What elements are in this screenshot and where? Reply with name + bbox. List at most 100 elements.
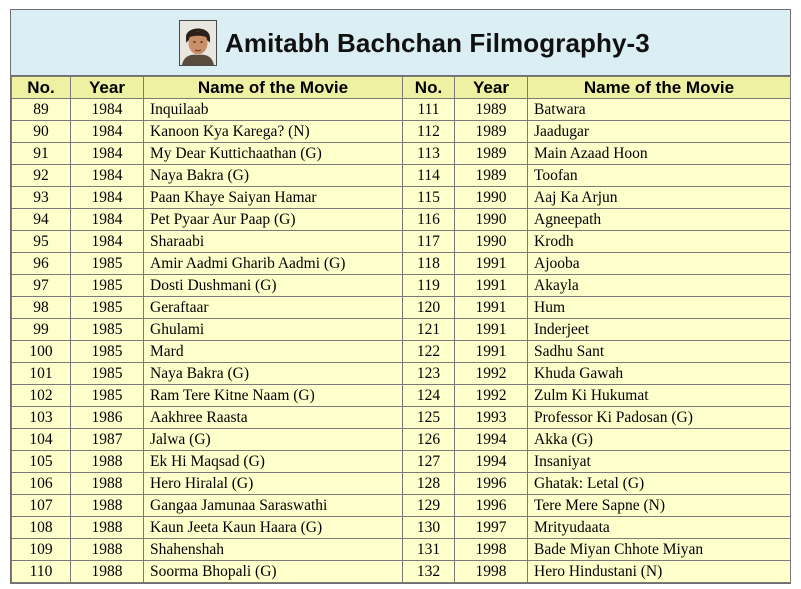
left-movie-name: Ram Tere Kitne Naam (G)	[143, 384, 403, 407]
left-year: 1984	[70, 98, 144, 121]
table-row: 92 1984 Naya Bakra (G) 114 1989 Toofan	[11, 164, 791, 187]
right-movie-name: Hero Hindustani (N)	[527, 560, 791, 583]
left-year: 1985	[70, 296, 144, 319]
right-number: 116	[402, 208, 455, 231]
right-movie-name: Zulm Ki Hukumat	[527, 384, 791, 407]
right-number: 122	[402, 340, 455, 363]
right-year: 1994	[454, 450, 528, 473]
right-year: 1991	[454, 296, 528, 319]
right-year-header: Year	[454, 76, 528, 99]
right-movie-name: Mrityudaata	[527, 516, 791, 539]
left-number-header: No.	[11, 76, 71, 99]
left-movie-name: Mard	[143, 340, 403, 363]
left-movie-name: Jalwa (G)	[143, 428, 403, 451]
left-year: 1984	[70, 142, 144, 165]
left-year-header: Year	[70, 76, 144, 99]
left-movie-name: Hero Hiralal (G)	[143, 472, 403, 495]
left-movie-name: Gangaa Jamunaa Saraswathi	[143, 494, 403, 517]
left-movie-name: Soorma Bhopali (G)	[143, 560, 403, 583]
right-movie-name: Toofan	[527, 164, 791, 187]
right-movie-name: Inderjeet	[527, 318, 791, 341]
left-number: 96	[11, 252, 71, 275]
right-year: 1991	[454, 318, 528, 341]
table-row: 107 1988 Gangaa Jamunaa Saraswathi 129 1…	[11, 494, 791, 517]
right-number: 121	[402, 318, 455, 341]
right-year: 1989	[454, 98, 528, 121]
right-year: 1989	[454, 120, 528, 143]
left-number: 92	[11, 164, 71, 187]
table-row: 101 1985 Naya Bakra (G) 123 1992 Khuda G…	[11, 362, 791, 385]
right-number: 119	[402, 274, 455, 297]
right-year: 1992	[454, 362, 528, 385]
right-number: 111	[402, 98, 455, 121]
table-row: 96 1985 Amir Aadmi Gharib Aadmi (G) 118 …	[11, 252, 791, 275]
right-movie-name: Tere Mere Sapne (N)	[527, 494, 791, 517]
left-number: 110	[11, 560, 71, 583]
table-row: 110 1988 Soorma Bhopali (G) 132 1998 Her…	[11, 560, 791, 583]
right-movie-name: Aaj Ka Arjun	[527, 186, 791, 209]
table-row: 90 1984 Kanoon Kya Karega? (N) 112 1989 …	[11, 120, 791, 143]
right-number: 114	[402, 164, 455, 187]
right-year: 1992	[454, 384, 528, 407]
left-year: 1985	[70, 362, 144, 385]
right-number: 113	[402, 142, 455, 165]
title-group: Amitabh Bachchan Filmography-3	[179, 19, 650, 67]
right-movie-name: Khuda Gawah	[527, 362, 791, 385]
right-year: 1989	[454, 142, 528, 165]
right-number: 123	[402, 362, 455, 385]
left-number: 89	[11, 98, 71, 121]
right-year: 1994	[454, 428, 528, 451]
left-number: 90	[11, 120, 71, 143]
table-row: 100 1985 Mard 122 1991 Sadhu Sant	[11, 340, 791, 363]
table-row: 99 1985 Ghulami 121 1991 Inderjeet	[11, 318, 791, 341]
table-row: 109 1988 Shahenshah 131 1998 Bade Miyan …	[11, 538, 791, 561]
left-number: 99	[11, 318, 71, 341]
left-year: 1988	[70, 472, 144, 495]
left-year: 1984	[70, 186, 144, 209]
left-year: 1985	[70, 384, 144, 407]
right-year: 1990	[454, 208, 528, 231]
right-number: 131	[402, 538, 455, 561]
left-year: 1988	[70, 538, 144, 561]
right-movie-header: Name of the Movie	[527, 76, 791, 99]
left-number: 105	[11, 450, 71, 473]
left-movie-name: Kanoon Kya Karega? (N)	[143, 120, 403, 143]
table-row: 103 1986 Aakhree Raasta 125 1993 Profess…	[11, 406, 791, 429]
right-year: 1990	[454, 186, 528, 209]
right-number: 129	[402, 494, 455, 517]
table-row: 102 1985 Ram Tere Kitne Naam (G) 124 199…	[11, 384, 791, 407]
right-number-header: No.	[402, 76, 455, 99]
left-movie-name: Kaun Jeeta Kaun Haara (G)	[143, 516, 403, 539]
right-year: 1998	[454, 560, 528, 583]
left-year: 1984	[70, 120, 144, 143]
table-row: 97 1985 Dosti Dushmani (G) 119 1991 Akay…	[11, 274, 791, 297]
left-number: 95	[11, 230, 71, 253]
right-number: 125	[402, 406, 455, 429]
right-year: 1991	[454, 340, 528, 363]
table-row: 94 1984 Pet Pyaar Aur Paap (G) 116 1990 …	[11, 208, 791, 231]
right-number: 132	[402, 560, 455, 583]
left-year: 1988	[70, 560, 144, 583]
left-year: 1988	[70, 450, 144, 473]
right-movie-name: Agneepath	[527, 208, 791, 231]
left-movie-name: Naya Bakra (G)	[143, 362, 403, 385]
right-year: 1990	[454, 230, 528, 253]
left-year: 1987	[70, 428, 144, 451]
left-number: 104	[11, 428, 71, 451]
left-movie-name: Shahenshah	[143, 538, 403, 561]
left-number: 106	[11, 472, 71, 495]
right-number: 126	[402, 428, 455, 451]
right-number: 124	[402, 384, 455, 407]
left-movie-name: Sharaabi	[143, 230, 403, 253]
right-number: 120	[402, 296, 455, 319]
left-movie-name: Geraftaar	[143, 296, 403, 319]
table-header-row: No. Year Name of the Movie No. Year Name…	[11, 76, 791, 99]
right-year: 1993	[454, 406, 528, 429]
right-movie-name: Bade Miyan Chhote Miyan	[527, 538, 791, 561]
left-number: 97	[11, 274, 71, 297]
left-number: 98	[11, 296, 71, 319]
right-movie-name: Jaadugar	[527, 120, 791, 143]
right-year: 1997	[454, 516, 528, 539]
left-year: 1988	[70, 516, 144, 539]
actor-portrait-icon	[179, 20, 217, 66]
